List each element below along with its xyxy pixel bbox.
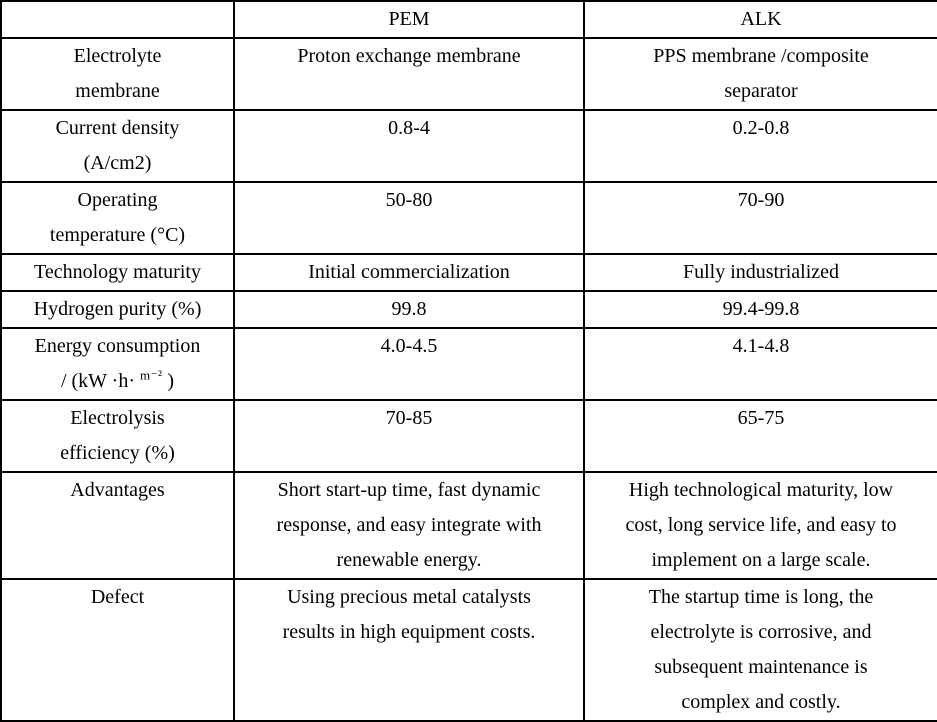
pem-value-cell: Initial commercialization <box>233 253 585 292</box>
text-line: 99.4-99.8 <box>722 298 800 320</box>
text-line: 70-85 <box>385 407 433 429</box>
header-cell-pem: PEM <box>233 0 585 39</box>
pem-value-cell: 0.8-4 <box>233 109 585 183</box>
alk-value-cell: Fully industrialized <box>583 253 937 292</box>
row-label-cell: Operating temperature (°C) <box>0 181 235 255</box>
text-line: / (kW ·h· m⁻² ) <box>6 364 229 398</box>
header-cell-alk: ALK <box>583 0 937 39</box>
text-line: 4.1-4.8 <box>732 335 790 357</box>
table-row: Electrolyte membrane Proton exchange membr… <box>0 37 937 111</box>
table-row: Current density (A/cm2) 0.8-4 0.2-0.8 <box>0 109 937 183</box>
header-row: PEM ALK <box>0 0 937 39</box>
text-line: Initial commercialization <box>308 261 510 283</box>
pem-value-cell: Short start-up time, fast dynamic respons… <box>233 471 585 580</box>
pem-value-cell: 70-85 <box>233 399 585 473</box>
text-line: 50-80 <box>385 189 433 211</box>
pem-value-cell: 99.8 <box>233 290 585 329</box>
text-line: response, and easy integrate with <box>276 514 542 536</box>
text-line: Fully industrialized <box>682 261 840 283</box>
row-label-cell: Electrolysis efficiency (%) <box>0 399 235 473</box>
text-line: 4.0-4.5 <box>380 335 438 357</box>
table-row: Advantages Short start-up time, fast dyna… <box>0 471 937 580</box>
alk-value-cell: PPS membrane /composite separator <box>583 37 937 111</box>
text-line: Hydrogen purity (%) <box>33 298 202 320</box>
text-line: efficiency (%) <box>60 442 175 464</box>
text-line: 70-90 <box>737 189 785 211</box>
text-line: Electrolysis <box>70 407 165 429</box>
superscript-unit: m⁻² <box>140 367 163 383</box>
row-label-cell: Advantages <box>0 471 235 580</box>
text-line: Operating <box>77 189 158 211</box>
text-line: Electrolyte <box>73 45 162 67</box>
alk-value-cell: 4.1-4.8 <box>583 327 937 401</box>
text-line: Advantages <box>70 479 165 501</box>
table-row: Electrolysis efficiency (%) 70-85 65-75 <box>0 399 937 473</box>
pem-value-cell: 4.0-4.5 <box>233 327 585 401</box>
unit-text: / (kW ·h· <box>60 370 140 392</box>
row-label-cell: Technology maturity <box>0 253 235 292</box>
text-line: implement on a large scale. <box>651 549 871 571</box>
table-row: Technology maturity Initial commercializa… <box>0 253 937 292</box>
row-label-cell: Defect <box>0 578 235 722</box>
text-line: Defect <box>90 586 145 608</box>
text-line: Technology maturity <box>34 261 201 283</box>
text-line: membrane <box>75 80 160 102</box>
row-label-cell: Electrolyte membrane <box>0 37 235 111</box>
text-line: 99.8 <box>391 298 427 320</box>
row-label-cell: Current density (A/cm2) <box>0 109 235 183</box>
table-row: Hydrogen purity (%) 99.8 99.4-99.8 <box>0 290 937 329</box>
text-line: The startup time is long, the <box>648 586 874 608</box>
pem-value-cell: Using precious metal catalysts results in… <box>233 578 585 722</box>
row-label-cell: Energy consumption / (kW ·h· m⁻² ) <box>0 327 235 401</box>
alk-value-cell: 99.4-99.8 <box>583 290 937 329</box>
table-row: Operating temperature (°C) 50-80 70-90 <box>0 181 937 255</box>
text-line: Proton exchange membrane <box>297 45 521 67</box>
alk-value-cell: High technological maturity, low cost, lo… <box>583 471 937 580</box>
text-line: 65-75 <box>737 407 785 429</box>
text-line: 0.2-0.8 <box>732 117 790 139</box>
text-line: separator <box>724 80 798 102</box>
text-line: temperature (°C) <box>49 224 186 246</box>
text-line: renewable energy. <box>336 549 482 571</box>
text-line: 0.8-4 <box>388 117 430 139</box>
text-line: Short start-up time, fast dynamic <box>277 479 541 501</box>
unit-text: ) <box>162 370 175 392</box>
text-line: Energy consumption <box>34 335 201 357</box>
alk-value-cell: The startup time is long, the electrolyte… <box>583 578 937 722</box>
pem-value-cell: 50-80 <box>233 181 585 255</box>
text-line: complex and costly. <box>681 691 841 713</box>
table-row: Energy consumption / (kW ·h· m⁻² ) 4.0-4.5… <box>0 327 937 401</box>
text-line: cost, long service life, and easy to <box>625 514 897 536</box>
text-line: subsequent maintenance is <box>654 656 868 678</box>
text-line: Current density <box>55 117 180 139</box>
table-body: Electrolyte membrane Proton exchange membr… <box>0 37 937 722</box>
text-line: PPS membrane /composite <box>653 45 869 67</box>
row-label-cell: Hydrogen purity (%) <box>0 290 235 329</box>
header-cell-parameter <box>0 0 235 39</box>
alk-value-cell: 65-75 <box>583 399 937 473</box>
table-row: Defect Using precious metal catalysts resu… <box>0 578 937 722</box>
pem-value-cell: Proton exchange membrane <box>233 37 585 111</box>
alk-value-cell: 0.2-0.8 <box>583 109 937 183</box>
alk-value-cell: 70-90 <box>583 181 937 255</box>
text-line: High technological maturity, low <box>628 479 894 501</box>
text-line: (A/cm2) <box>83 152 152 174</box>
text-line: electrolyte is corrosive, and <box>650 621 872 643</box>
text-line: results in high equipment costs. <box>282 621 536 643</box>
text-line: Using precious metal catalysts <box>287 586 531 608</box>
